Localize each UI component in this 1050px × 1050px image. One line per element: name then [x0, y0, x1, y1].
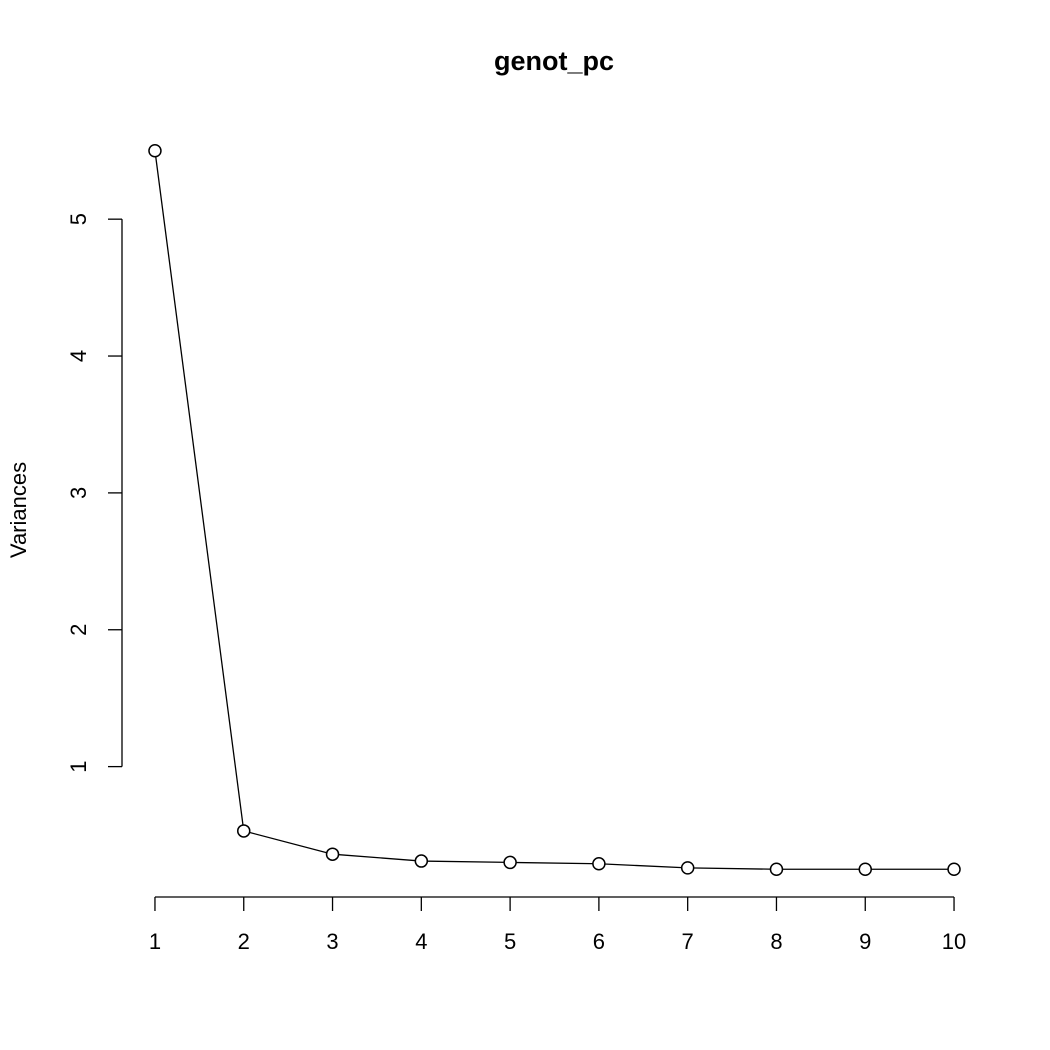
y-tick-label: 5: [66, 213, 91, 225]
y-axis-label: Variances: [6, 462, 31, 558]
y-tick-label: 1: [66, 760, 91, 772]
data-point: [236, 824, 251, 838]
x-tick-label: 3: [326, 929, 338, 954]
x-tick-label: 2: [238, 929, 250, 954]
data-point: [769, 862, 784, 877]
data-point: [503, 855, 517, 870]
x-tick-label: 10: [942, 929, 966, 954]
x-tick-label: 1: [149, 929, 161, 954]
y-tick-label: 3: [66, 487, 91, 499]
data-point: [592, 857, 606, 871]
data-point: [148, 143, 162, 158]
x-tick-label: 5: [504, 929, 516, 954]
data-point: [414, 854, 429, 868]
data-point: [858, 862, 873, 877]
x-tick-label: 9: [859, 929, 871, 954]
data-point: [680, 861, 695, 875]
y-tick-label: 2: [66, 624, 91, 636]
y-tick-label: 4: [66, 350, 91, 362]
x-tick-label: 6: [593, 929, 605, 954]
x-tick-label: 7: [682, 929, 694, 954]
data-point: [325, 847, 340, 861]
series-line: [154, 150, 955, 870]
chart-title: genot_pc: [494, 46, 614, 76]
x-tick-label: 8: [770, 929, 782, 954]
x-tick-label: 4: [415, 929, 427, 954]
data-point: [947, 862, 961, 877]
